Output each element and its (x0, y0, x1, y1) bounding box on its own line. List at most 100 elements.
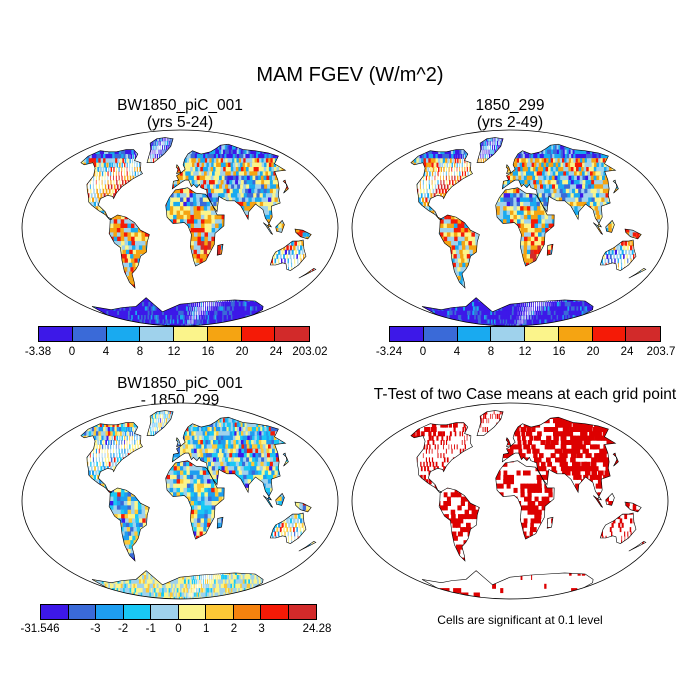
coastline (171, 143, 287, 228)
coastline (294, 228, 312, 240)
coastline (216, 516, 224, 529)
coastline (476, 137, 504, 163)
colorbar-box (151, 605, 179, 619)
coastline (546, 516, 554, 529)
globe-background (22, 403, 338, 599)
coastline (80, 422, 143, 493)
colorbar-tick-label: -3.24 (375, 346, 403, 358)
coastline (476, 410, 504, 436)
colorbar-tick-label: 12 (167, 346, 181, 358)
colorbar-box (68, 605, 96, 619)
coastline (171, 416, 287, 501)
colorbar-tick-label: 24 (269, 346, 283, 358)
colorbar-tick-label: 12 (518, 346, 532, 358)
colorbar-box (423, 327, 458, 341)
colorbar-tick-label: -1 (145, 623, 156, 635)
coastline (269, 239, 307, 271)
colorbar-tick-label: -31.546 (20, 623, 60, 635)
colorbar-tick-label: 0 (419, 346, 427, 358)
globe-outline (21, 402, 339, 600)
colorbar-box (592, 327, 627, 341)
colorbar-tick-label: 2 (230, 623, 238, 635)
coastline (628, 540, 647, 552)
coastline (495, 460, 555, 540)
main-title: MAM FGEV (W/m^2) (256, 64, 444, 86)
panel1-map (21, 129, 339, 327)
colorbar-box (140, 327, 174, 341)
colorbar-box (106, 327, 141, 341)
coastline (624, 228, 642, 240)
colorbar-tick-label: 1 (202, 623, 210, 635)
coastline (108, 487, 150, 562)
colorbar-box (39, 327, 73, 341)
colorbar-box (275, 327, 309, 341)
coastline (146, 410, 174, 436)
coastline (410, 422, 473, 493)
coastline (592, 222, 603, 235)
colorbar-box (390, 327, 424, 341)
colorbar-box (206, 605, 234, 619)
coastline (146, 137, 174, 163)
coastline (599, 239, 637, 271)
colorbar-box (525, 327, 559, 341)
coastline (505, 164, 512, 175)
coastline (410, 149, 473, 220)
globe-background (22, 130, 338, 326)
coastline (495, 187, 555, 267)
coastline (438, 487, 480, 562)
panel2-title-line1: 1850_299 (475, 97, 545, 114)
coastline (275, 219, 285, 233)
panel3-colorbar (40, 604, 317, 620)
colorbar-box (558, 327, 593, 341)
coastline (216, 243, 224, 256)
panel4-map (351, 402, 669, 600)
panel1-colorbar (38, 326, 310, 342)
panel4-title: T-Test of two Case means at each grid po… (355, 386, 695, 403)
colorbar-box (174, 327, 208, 341)
colorbar-tick-label: -3 (90, 623, 101, 635)
panel1-title: BW1850_piC_001 (yrs 5-24) (20, 97, 340, 131)
colorbar-tick-label: 203.7 (646, 346, 676, 358)
coastline (624, 501, 642, 513)
colorbar-box (241, 327, 276, 341)
coastline (275, 492, 285, 506)
significance-note: Cells are significant at 0.1 level (437, 613, 603, 627)
colorbar-tick-label: 16 (552, 346, 566, 358)
coastline (80, 149, 143, 220)
colorbar-box (288, 605, 316, 619)
coastline (165, 460, 225, 540)
coastline (628, 267, 647, 279)
colorbar-box (178, 605, 206, 619)
coastline (298, 267, 317, 279)
coastline (546, 243, 554, 256)
coastline (262, 495, 273, 508)
panel1-title-line1: BW1850_piC_001 (117, 97, 243, 114)
coastline (108, 214, 150, 289)
panel3-colorbar-ticks: -31.546 -3 -2 -1 0 1 2 3 24.28 (20, 623, 331, 637)
coastline (605, 219, 615, 233)
coastline (282, 452, 289, 467)
panel3-map (21, 402, 339, 600)
panel2-title-line2: (yrs 2-49) (476, 114, 544, 132)
colorbar-box (457, 327, 492, 341)
colorbar-box (123, 605, 151, 619)
coastline (298, 540, 317, 552)
coastline (175, 164, 182, 175)
panel2-colorbar (389, 326, 661, 342)
colorbar-box (491, 327, 525, 341)
panel2-colorbar-ticks: -3.24 0 4 8 12 16 20 24 203.7 (376, 346, 676, 360)
colorbar-tick-label: 24 (620, 346, 634, 358)
colorbar-box (207, 327, 242, 341)
globe-outline (351, 402, 669, 600)
colorbar-box (41, 605, 69, 619)
colorbar-tick-label: 4 (102, 346, 110, 358)
panel1-colorbar-ticks: -3.38 0 4 8 12 16 20 24 203.02 (25, 346, 328, 360)
colorbar-tick-label: 20 (235, 346, 249, 358)
globe-background (352, 403, 668, 599)
colorbar-tick-label: 16 (201, 346, 215, 358)
colorbar-box (261, 605, 289, 619)
colorbar-box (96, 605, 124, 619)
coastline (599, 512, 637, 544)
colorbar-tick-label: 3 (258, 623, 265, 635)
colorbar-tick-label: 4 (453, 346, 461, 358)
